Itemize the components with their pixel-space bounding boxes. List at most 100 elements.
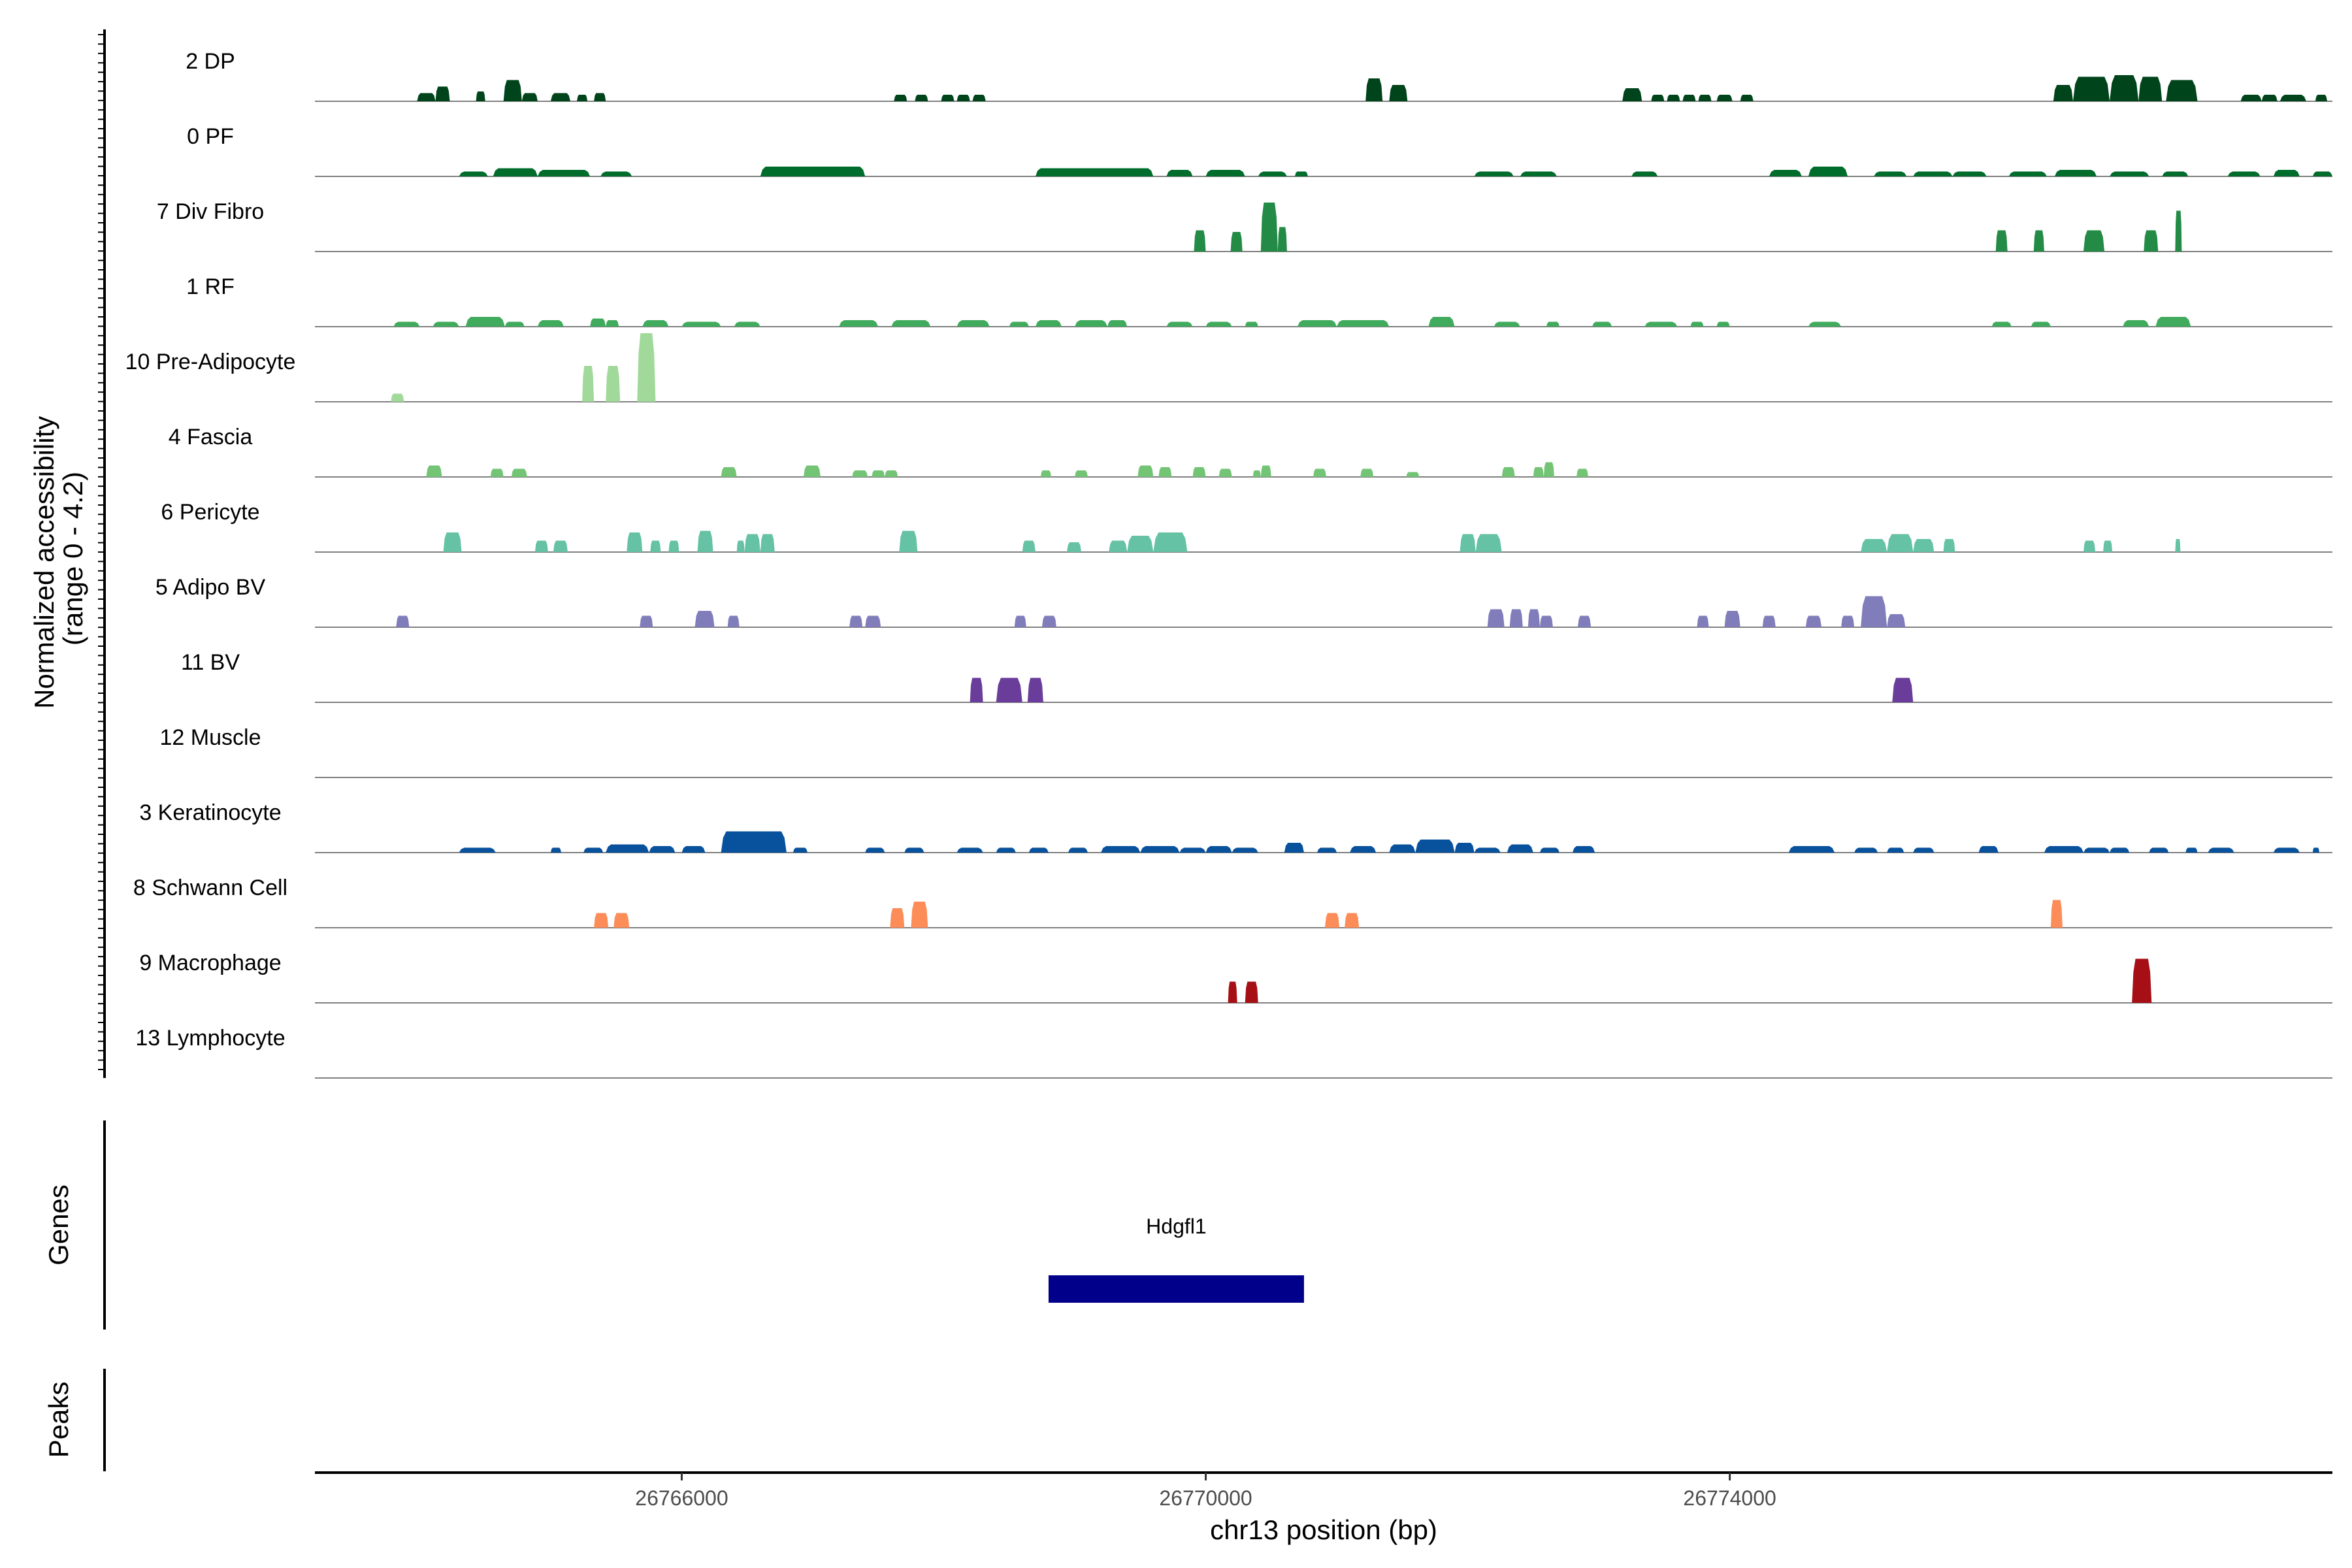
peak-mark — [550, 93, 570, 101]
track-1: 2 DP — [186, 49, 2332, 102]
peak-mark — [1153, 532, 1188, 552]
peak-mark — [476, 91, 485, 101]
accessibility-tracks: 2 DP 0 PF 7 Div Fibro 1 RF 10 Pre-Adipocyte 4… — [98, 29, 2332, 1079]
peak-mark — [2132, 958, 2152, 1003]
peak-mark — [734, 321, 760, 327]
peak-mark — [1014, 615, 1026, 627]
peak-mark — [899, 531, 918, 552]
peak-mark — [1252, 470, 1261, 477]
peak-mark — [490, 468, 504, 477]
peak-mark — [1325, 913, 1340, 928]
peak-mark — [1009, 321, 1029, 327]
peak-mark — [1533, 467, 1544, 477]
peak-mark — [1228, 981, 1237, 1003]
peak-mark — [1245, 981, 1258, 1003]
peak-mark — [606, 366, 621, 402]
peak-mark — [727, 615, 740, 627]
peak-mark — [577, 95, 588, 101]
peak-mark — [511, 468, 527, 477]
peak-mark — [1841, 615, 1855, 627]
peak-mark — [956, 847, 983, 853]
peak-mark — [865, 615, 881, 627]
peak-mark — [996, 847, 1016, 853]
peak-mark — [1644, 321, 1678, 327]
peak-mark — [736, 540, 745, 552]
peak-mark — [2033, 230, 2044, 252]
gene-body — [1048, 1275, 1304, 1303]
track-4: 1 RF — [186, 274, 2332, 327]
peak-mark — [583, 847, 604, 853]
peak-mark — [1539, 615, 1553, 627]
peak-mark — [1284, 843, 1304, 853]
track-label: 2 DP — [186, 49, 235, 74]
peak-mark — [1109, 540, 1128, 552]
x-tick-label: 26766000 — [635, 1486, 728, 1510]
peak-mark — [1592, 321, 1612, 327]
peak-mark — [2083, 230, 2105, 252]
peak-mark — [2273, 847, 2300, 853]
peak-mark — [1040, 470, 1051, 477]
peak-mark — [521, 93, 538, 101]
peak-mark — [1978, 846, 1999, 853]
peak-mark — [1913, 847, 1935, 853]
peak-mark — [2083, 540, 2096, 552]
peak-mark — [1258, 171, 1287, 176]
peak-mark — [1808, 321, 1842, 327]
track-label: 10 Pre-Adipocyte — [125, 350, 296, 374]
peak-mark — [613, 913, 630, 928]
peak-mark — [996, 678, 1022, 702]
peak-mark — [1507, 844, 1533, 853]
peak-mark — [1360, 468, 1374, 477]
peak-mark — [1232, 847, 1258, 853]
peak-mark — [1576, 468, 1588, 477]
track-label: 9 Macrophage — [139, 951, 281, 975]
peak-mark — [1068, 847, 1088, 853]
peak-mark — [852, 470, 868, 477]
peak-mark — [894, 95, 907, 101]
peak-mark — [1350, 846, 1377, 853]
peak-mark — [1887, 847, 1904, 853]
peak-mark — [582, 366, 595, 402]
peak-mark — [1887, 534, 1914, 552]
peak-mark — [2073, 76, 2110, 101]
peak-mark — [1317, 847, 1337, 853]
peaks-panel-label: Peaks — [43, 1382, 74, 1458]
peak-mark — [721, 831, 787, 853]
peak-mark — [1218, 468, 1232, 477]
peak-mark — [1578, 615, 1592, 627]
peak-mark — [2149, 847, 2169, 853]
track-label: 4 Fascia — [169, 425, 253, 449]
peak-mark — [1943, 539, 1955, 552]
peak-mark — [865, 847, 885, 853]
peak-mark — [2279, 95, 2306, 101]
peak-mark — [1854, 847, 1878, 853]
peak-mark — [885, 470, 898, 477]
peak-mark — [956, 320, 990, 327]
peak-mark — [1474, 847, 1501, 853]
peak-mark — [650, 540, 661, 552]
peak-mark — [1808, 167, 1848, 176]
x-tick-label: 26774000 — [1683, 1486, 1776, 1510]
peak-mark — [2208, 847, 2234, 853]
peak-mark — [1075, 470, 1088, 477]
peak-mark — [1230, 232, 1243, 252]
peak-mark — [1788, 846, 1835, 853]
peak-mark — [1260, 203, 1278, 252]
y-axis-title: Normalized accessibility (range 0 - 4.2) — [29, 408, 88, 709]
track-6: 4 Fascia — [169, 425, 2332, 478]
peak-mark — [1724, 611, 1740, 627]
peak-mark — [1194, 230, 1206, 252]
peak-mark — [2155, 317, 2191, 327]
genes-panel-label: Genes — [43, 1184, 74, 1266]
peak-mark — [1952, 171, 1987, 176]
peak-mark — [1137, 465, 1154, 477]
peak-mark — [1205, 321, 1232, 327]
track-5: 10 Pre-Adipocyte — [125, 333, 2332, 402]
peak-mark — [594, 93, 606, 101]
peak-mark — [1995, 230, 2008, 252]
track-label: 5 Adipo BV — [155, 575, 266, 600]
peak-mark — [956, 95, 970, 101]
peak-mark — [972, 95, 986, 101]
peak-mark — [681, 321, 721, 327]
peak-mark — [694, 611, 715, 627]
